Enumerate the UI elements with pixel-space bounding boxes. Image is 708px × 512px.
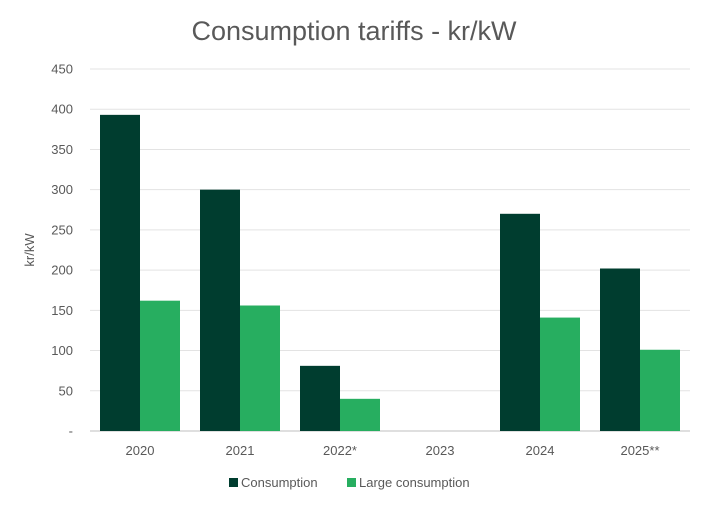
legend-label-large-consumption: Large consumption: [359, 475, 470, 490]
y-tick-label-450: 450: [51, 62, 73, 77]
bar-consumption-2022: [300, 365, 340, 431]
y-tick-label-100: 100: [51, 343, 73, 358]
x-tick-label-2021: 2021: [226, 443, 255, 458]
bar-consumption-2021: [200, 189, 240, 431]
y-axis-label: kr/kW: [22, 233, 37, 267]
legend-swatch-consumption: [229, 478, 238, 487]
bars: [100, 114, 680, 431]
y-axis-ticks: - 50 100 150 200 250 300 350 400 450: [51, 62, 73, 439]
legend-label-consumption: Consumption: [241, 475, 318, 490]
x-tick-label-2020: 2020: [126, 443, 155, 458]
x-tick-label-2023: 2023: [426, 443, 455, 458]
legend: Consumption Large consumption: [229, 475, 470, 490]
y-tick-label-250: 250: [51, 222, 73, 237]
bar-consumption-2020: [100, 114, 140, 431]
bar-large-consumption-2021: [240, 305, 280, 431]
x-tick-label-2022: 2022*: [323, 443, 357, 458]
chart-title: Consumption tariffs - kr/kW: [191, 16, 517, 46]
y-tick-label-350: 350: [51, 142, 73, 157]
bar-large-consumption-2022: [340, 398, 380, 431]
legend-swatch-large-consumption: [347, 478, 356, 487]
bar-large-consumption-2025: [640, 349, 680, 431]
y-tick-label-150: 150: [51, 303, 73, 318]
bar-large-consumption-2024: [540, 317, 580, 431]
gridlines: [90, 68, 690, 432]
y-tick-label-400: 400: [51, 102, 73, 117]
x-tick-label-2024: 2024: [526, 443, 555, 458]
y-tick-label-300: 300: [51, 182, 73, 197]
bar-large-consumption-2020: [140, 300, 180, 431]
y-tick-label-50: 50: [59, 383, 73, 398]
bar-consumption-2024: [500, 213, 540, 431]
x-axis-ticks: 2020 2021 2022* 2023 2024 2025**: [126, 443, 660, 458]
x-tick-label-2025: 2025**: [620, 443, 659, 458]
bar-consumption-2025: [600, 268, 640, 431]
y-tick-label-0: -: [69, 424, 73, 439]
y-tick-label-200: 200: [51, 263, 73, 278]
